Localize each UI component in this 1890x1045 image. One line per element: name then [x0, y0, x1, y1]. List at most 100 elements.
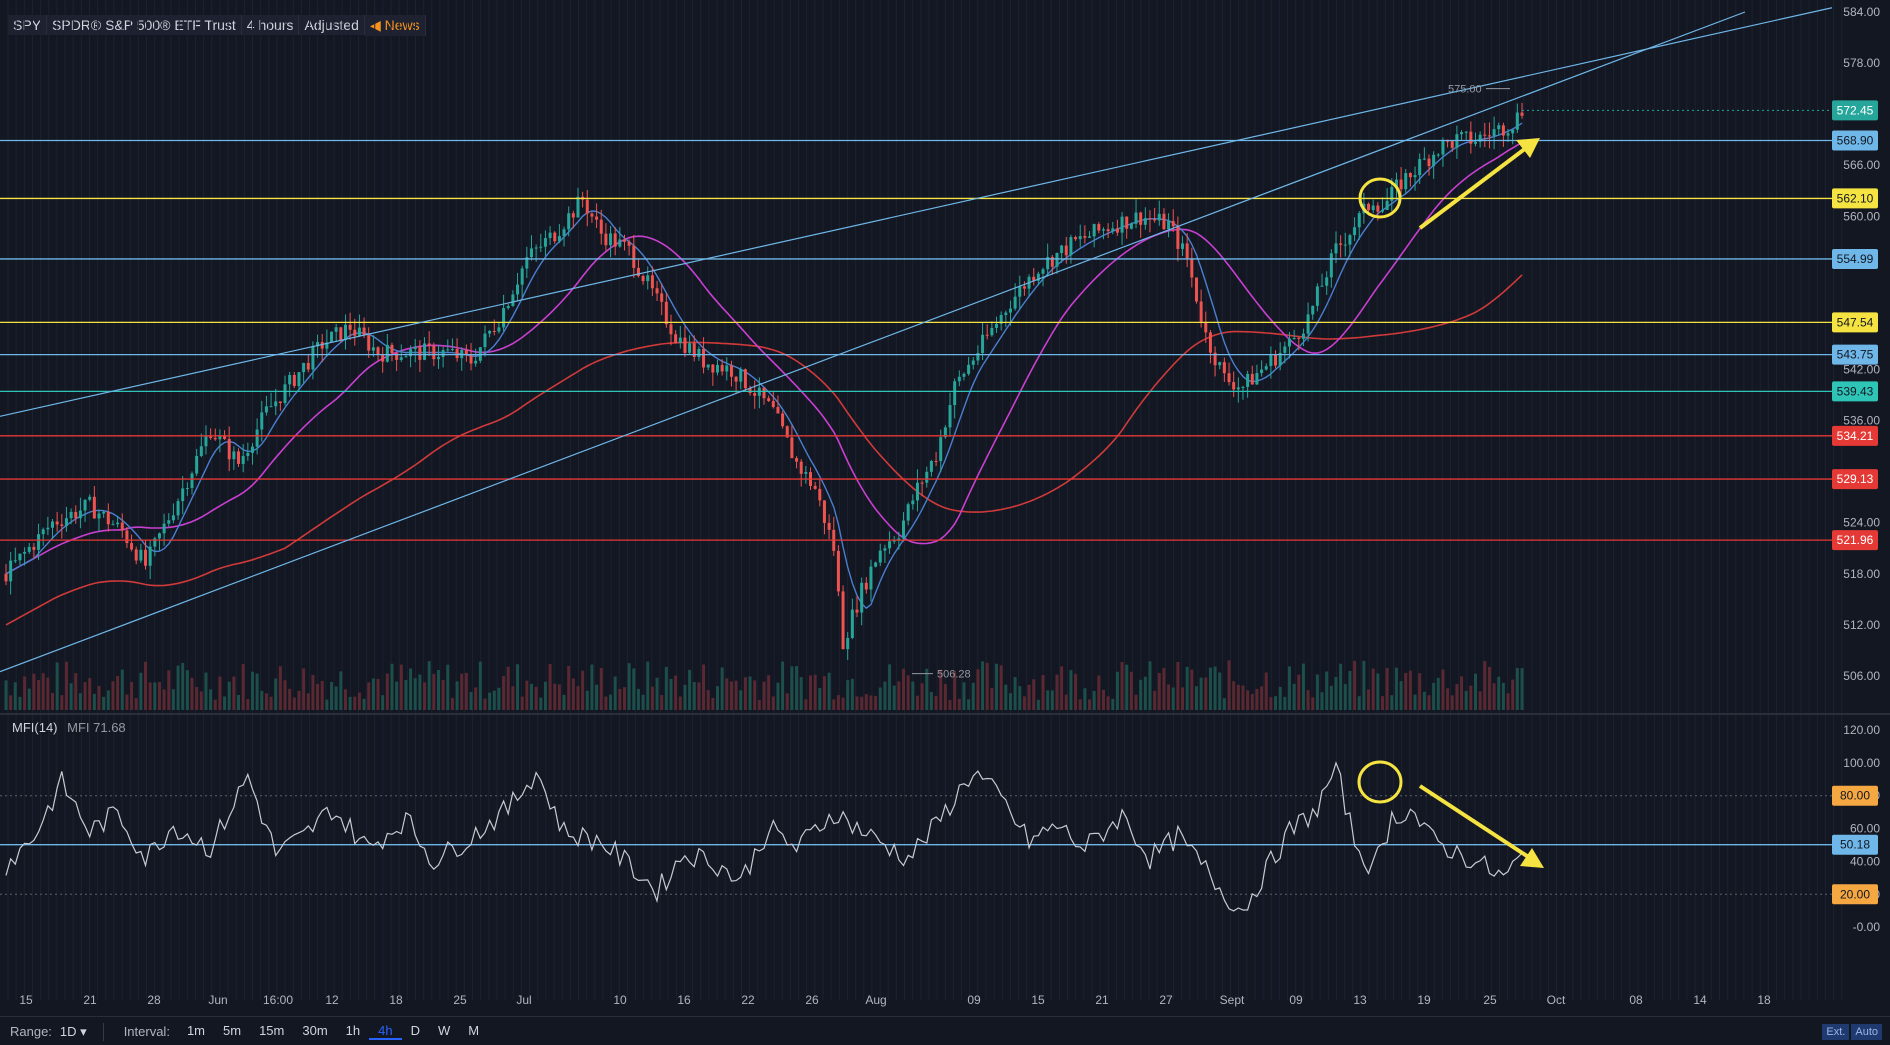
candle-body — [311, 346, 315, 370]
candle-body — [13, 560, 17, 562]
level-label: 521.96 — [1837, 533, 1874, 547]
candle-body — [1315, 286, 1319, 306]
candle-body — [339, 327, 343, 341]
volume-bar — [78, 693, 82, 710]
interval-1h[interactable]: 1h — [345, 1023, 361, 1038]
candle-body — [46, 527, 50, 530]
volume-bar — [790, 666, 794, 710]
price-tick-label: 536.00 — [1843, 414, 1880, 428]
candle-body — [1260, 369, 1264, 374]
candle-body — [1492, 129, 1496, 137]
interval-1m[interactable]: 1m — [186, 1023, 205, 1038]
volume-bar — [1306, 690, 1310, 710]
volume-bar — [706, 690, 710, 710]
volume-bar — [1432, 682, 1436, 710]
candle-body — [720, 364, 724, 372]
candle-body — [1078, 236, 1082, 240]
volume-bar — [767, 675, 771, 710]
volume-bar — [204, 672, 208, 710]
candle-body — [953, 381, 957, 406]
symbol-ticker[interactable]: SPY — [8, 15, 48, 35]
candle-body — [548, 232, 552, 239]
interval-M[interactable]: M — [468, 1023, 480, 1038]
interval-15m[interactable]: 15m — [259, 1023, 285, 1038]
x-tick-label: 15 — [19, 993, 33, 1007]
candle-body — [1460, 132, 1464, 135]
arrow-up-line — [1418, 143, 1532, 230]
interval-D[interactable]: D — [410, 1023, 420, 1038]
mfi-tick-label: 60.00 — [1850, 822, 1880, 836]
volume-bar — [264, 693, 268, 710]
volume-bar — [715, 686, 719, 710]
range-dropdown[interactable]: 1D ▾ — [59, 1023, 87, 1039]
candle-body — [943, 427, 947, 438]
volume-bar — [1069, 670, 1073, 710]
candle-body — [185, 487, 189, 489]
candle-body — [1074, 237, 1078, 240]
price-tick-label: 566.00 — [1843, 158, 1880, 172]
volume-bar — [492, 690, 496, 710]
interval-5m[interactable]: 5m — [223, 1023, 242, 1038]
volume-bar — [939, 669, 943, 710]
volume-bar — [720, 667, 724, 710]
candle-body — [725, 365, 729, 372]
volume-bar — [316, 683, 320, 710]
candle-body — [925, 471, 929, 483]
mfi-tick-label: 120.00 — [1843, 723, 1880, 737]
candle-body — [130, 543, 134, 550]
volume-bar — [878, 687, 882, 710]
interval-4h[interactable]: 4h — [369, 1023, 402, 1040]
candle-body — [102, 511, 106, 514]
volume-bar — [748, 676, 752, 710]
x-tick-label: 12 — [325, 993, 339, 1007]
auto-button[interactable]: Auto — [1851, 1023, 1882, 1040]
range-value: 1D — [59, 1023, 77, 1039]
candle-body — [334, 327, 338, 332]
candle-body — [1367, 203, 1371, 211]
volume-bar — [576, 686, 580, 710]
volume-bar — [69, 683, 73, 710]
news-button[interactable]: ◀ News — [364, 14, 426, 36]
candle-body — [1394, 179, 1398, 188]
candle-body — [1041, 269, 1045, 274]
interval-30m[interactable]: 30m — [302, 1023, 328, 1038]
candle-body — [1046, 257, 1050, 270]
volume-bar — [1511, 679, 1515, 710]
candle-body — [1390, 187, 1394, 201]
candle-body — [316, 342, 320, 347]
volume-bar — [1078, 699, 1082, 710]
candle-body — [1125, 216, 1129, 229]
candle-body — [1022, 286, 1026, 289]
level-label-box — [1832, 381, 1878, 402]
candle-body — [822, 500, 826, 523]
candle-body — [362, 327, 366, 336]
candle-body — [539, 246, 543, 248]
candle-body — [1399, 179, 1403, 190]
candle-body — [1506, 133, 1510, 136]
volume-bar — [1357, 696, 1361, 710]
candle-body — [636, 267, 640, 277]
ext-button[interactable]: Ext. — [1822, 1023, 1850, 1040]
volume-bar — [427, 661, 431, 710]
x-tick-label: 09 — [967, 993, 981, 1007]
mfi-line — [5, 761, 1523, 912]
sma-slow-line — [5, 274, 1523, 626]
level-label-box — [1832, 188, 1878, 209]
volume-bar — [1027, 684, 1031, 710]
volume-bar — [655, 677, 659, 710]
candle-body — [971, 360, 975, 365]
volume-bar — [1408, 670, 1412, 710]
volume-bar — [664, 666, 668, 710]
volume-bar — [929, 691, 933, 710]
candle-body — [1436, 154, 1440, 156]
volume-bar — [846, 680, 850, 710]
candle-body — [74, 511, 78, 519]
volume-bar — [1111, 698, 1115, 710]
volume-bar — [595, 684, 599, 710]
candle-body — [436, 356, 440, 360]
volume-bar — [381, 695, 385, 710]
price-chart[interactable]: 575.00 506.28 584.00 578.00 566.00 560.00 542.… — [0, 0, 1890, 1016]
volume-bar — [688, 669, 692, 710]
candle-body — [776, 407, 780, 414]
interval-W[interactable]: W — [437, 1023, 451, 1038]
